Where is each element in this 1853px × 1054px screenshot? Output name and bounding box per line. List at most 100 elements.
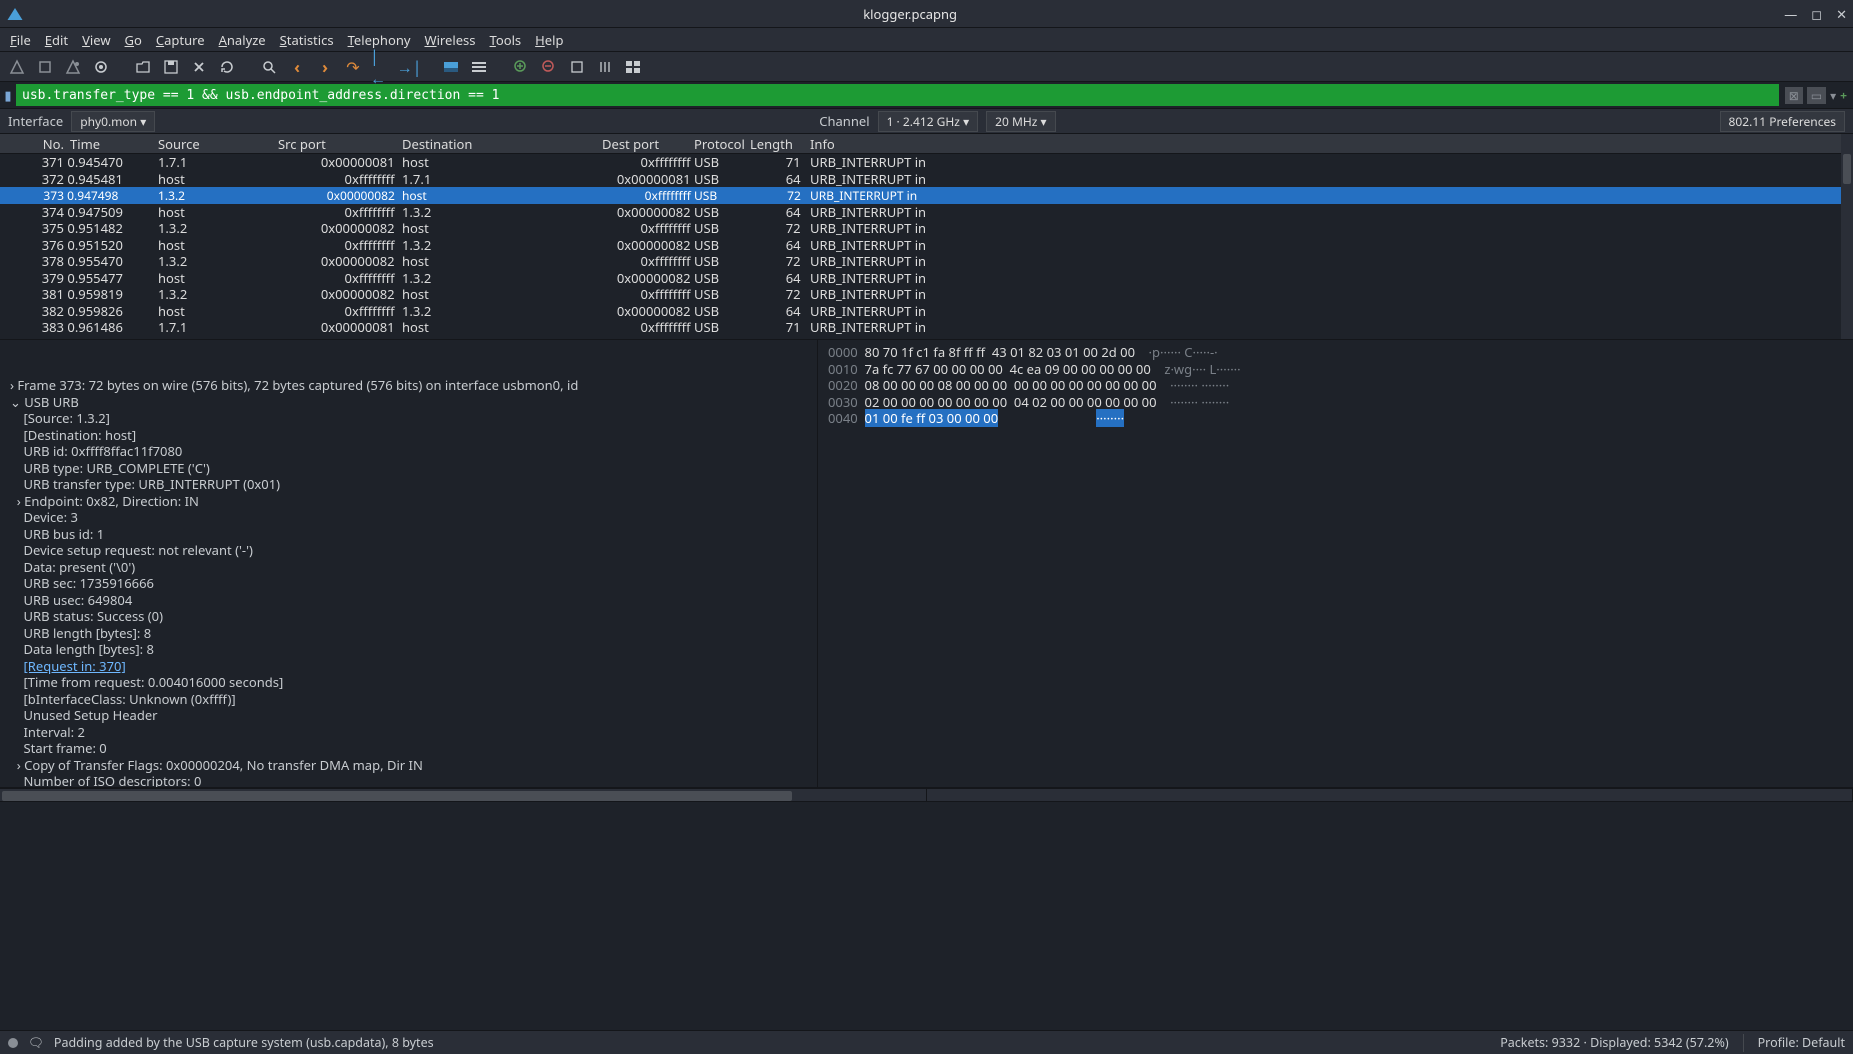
packet-row[interactable]: 376 0.951520host0xffffffff 1.3.20x000000… [0, 237, 1853, 254]
col-dstport[interactable]: Dest port [602, 135, 694, 153]
open-icon[interactable] [132, 56, 154, 78]
menu-capture[interactable]: Capture [156, 31, 205, 49]
detail-line[interactable]: Interval: 2 [10, 724, 817, 741]
reload-icon[interactable] [216, 56, 238, 78]
go-first-icon[interactable]: |← [370, 56, 392, 78]
start-capture-icon[interactable] [6, 56, 28, 78]
packet-list-scrollbar[interactable] [1841, 134, 1853, 339]
resize-layout-icon[interactable] [622, 56, 644, 78]
menu-view[interactable]: View [82, 31, 110, 49]
detail-line[interactable]: URB length [bytes]: 8 [10, 625, 817, 642]
col-len[interactable]: Length [750, 135, 810, 153]
packet-row[interactable]: 378 0.9554701.3.20x00000082 host0xffffff… [0, 253, 1853, 270]
col-srcport[interactable]: Src port [278, 135, 402, 153]
resize-columns-icon[interactable] [594, 56, 616, 78]
detail-line[interactable]: Data: present ('\0') [10, 559, 817, 576]
display-filter-input[interactable] [16, 84, 1779, 106]
col-dest[interactable]: Destination [402, 135, 602, 153]
stop-capture-icon[interactable] [34, 56, 56, 78]
col-proto[interactable]: Protocol [694, 135, 750, 153]
detail-line[interactable]: Unused Setup Header [10, 707, 817, 724]
col-info[interactable]: Info [810, 135, 1853, 153]
save-icon[interactable] [160, 56, 182, 78]
col-time[interactable]: Time [64, 135, 158, 153]
filter-add-icon[interactable]: + [1840, 87, 1847, 104]
menu-wireless[interactable]: Wireless [424, 31, 475, 49]
hex-line[interactable]: 0010 7a fc 77 67 00 00 00 00 4c ea 09 00… [828, 361, 1853, 378]
find-icon[interactable] [258, 56, 280, 78]
col-no[interactable]: No. [14, 135, 64, 153]
detail-line[interactable]: [Request in: 370] [10, 658, 817, 675]
detail-line[interactable]: [Destination: host] [10, 427, 817, 444]
go-last-icon[interactable]: →| [398, 56, 420, 78]
detail-line[interactable]: Number of ISO descriptors: 0 [10, 773, 817, 787]
channel-select[interactable]: 1 · 2.412 GHz ▾ [878, 111, 979, 132]
packet-row[interactable]: 372 0.945481host0xffffffff 1.7.10x000000… [0, 171, 1853, 188]
menu-edit[interactable]: Edit [45, 31, 68, 49]
minimize-icon[interactable]: — [1784, 5, 1797, 23]
zoom-in-icon[interactable] [510, 56, 532, 78]
close-icon[interactable]: ✕ [1836, 5, 1847, 23]
packet-row[interactable]: 383 0.9614861.7.10x00000081 host0xffffff… [0, 319, 1853, 336]
wireless-prefs-button[interactable]: 802.11 Preferences [1720, 111, 1845, 132]
menu-file[interactable]: File [10, 31, 31, 49]
packet-list[interactable]: No. Time Source Src port Destination Des… [0, 134, 1853, 340]
packet-details[interactable]: › Frame 373: 72 bytes on wire (576 bits)… [0, 340, 818, 787]
detail-line[interactable]: › Endpoint: 0x82, Direction: IN [10, 493, 817, 510]
detail-line[interactable]: Device: 3 [10, 509, 817, 526]
packet-row[interactable]: 379 0.955477host0xffffffff 1.3.20x000000… [0, 270, 1853, 287]
detail-line[interactable]: [Source: 1.3.2] [10, 410, 817, 427]
detail-line[interactable]: URB type: URB_COMPLETE ('C') [10, 460, 817, 477]
detail-line[interactable]: ⌄ USB URB [10, 394, 817, 411]
detail-line[interactable]: › Frame 373: 72 bytes on wire (576 bits)… [10, 377, 817, 394]
menu-analyze[interactable]: Analyze [219, 31, 266, 49]
filter-apply-icon[interactable]: ▭ [1807, 87, 1826, 104]
hex-line[interactable]: 0030 02 00 00 00 00 00 00 00 04 02 00 00… [828, 394, 1853, 411]
hex-line[interactable]: 0000 80 70 1f c1 fa 8f ff ff 43 01 82 03… [828, 344, 1853, 361]
detail-line[interactable]: [Time from request: 0.004016000 seconds] [10, 674, 817, 691]
colorize-icon[interactable] [468, 56, 490, 78]
detail-line[interactable]: URB usec: 649804 [10, 592, 817, 609]
menu-statistics[interactable]: Statistics [280, 31, 334, 49]
hex-dump[interactable]: 0000 80 70 1f c1 fa 8f ff ff 43 01 82 03… [818, 340, 1853, 787]
packet-row[interactable]: 373 0.9474981.3.20x00000082 host0xffffff… [0, 187, 1853, 204]
go-back-icon[interactable]: ‹ [286, 56, 308, 78]
expert-info-icon[interactable] [8, 1038, 18, 1048]
packet-row[interactable]: 374 0.947509host0xffffffff 1.3.20x000000… [0, 204, 1853, 221]
filter-clear-icon[interactable]: ⊠ [1785, 87, 1803, 104]
menu-tools[interactable]: Tools [490, 31, 522, 49]
packet-row[interactable]: 381 0.9598191.3.20x00000082 host0xffffff… [0, 286, 1853, 303]
horizontal-scroll[interactable] [0, 788, 1853, 802]
bandwidth-select[interactable]: 20 MHz ▾ [986, 111, 1055, 132]
filter-bookmark-icon[interactable]: ▮ [0, 86, 16, 104]
autoscroll-icon[interactable] [440, 56, 462, 78]
menu-help[interactable]: Help [535, 31, 563, 49]
detail-line[interactable]: URB sec: 1735916666 [10, 575, 817, 592]
profile-label[interactable]: Profile: Default [1758, 1034, 1845, 1051]
menu-go[interactable]: Go [125, 31, 142, 49]
comment-icon[interactable]: 🗨 [28, 1034, 44, 1051]
go-to-icon[interactable]: ↷ [342, 56, 364, 78]
packet-row[interactable]: 375 0.9514821.3.20x00000082 host0xffffff… [0, 220, 1853, 237]
zoom-reset-icon[interactable] [566, 56, 588, 78]
go-forward-icon[interactable]: › [314, 56, 336, 78]
detail-line[interactable]: Data length [bytes]: 8 [10, 641, 817, 658]
packet-row[interactable]: 382 0.959826host0xffffffff 1.3.20x000000… [0, 303, 1853, 320]
maximize-icon[interactable]: ◻ [1811, 5, 1822, 23]
detail-line[interactable]: URB bus id: 1 [10, 526, 817, 543]
filter-dropdown-icon[interactable]: ▾ [1830, 87, 1836, 104]
options-icon[interactable] [90, 56, 112, 78]
packet-row[interactable]: 371 0.9454701.7.10x00000081 host0xffffff… [0, 154, 1853, 171]
restart-capture-icon[interactable] [62, 56, 84, 78]
detail-line[interactable]: URB status: Success (0) [10, 608, 817, 625]
detail-line[interactable]: URB id: 0xffff8ffac11f7080 [10, 443, 817, 460]
detail-line[interactable]: Device setup request: not relevant ('-') [10, 542, 817, 559]
zoom-out-icon[interactable] [538, 56, 560, 78]
packet-list-header[interactable]: No. Time Source Src port Destination Des… [0, 134, 1853, 154]
detail-line[interactable]: › Copy of Transfer Flags: 0x00000204, No… [10, 757, 817, 774]
interface-select[interactable]: phy0.mon ▾ [71, 111, 155, 132]
detail-line[interactable]: URB transfer type: URB_INTERRUPT (0x01) [10, 476, 817, 493]
close-file-icon[interactable] [188, 56, 210, 78]
hex-line[interactable]: 0040 01 00 fe ff 03 00 00 00 ········ [828, 410, 1853, 427]
hex-line[interactable]: 0020 08 00 00 00 08 00 00 00 00 00 00 00… [828, 377, 1853, 394]
